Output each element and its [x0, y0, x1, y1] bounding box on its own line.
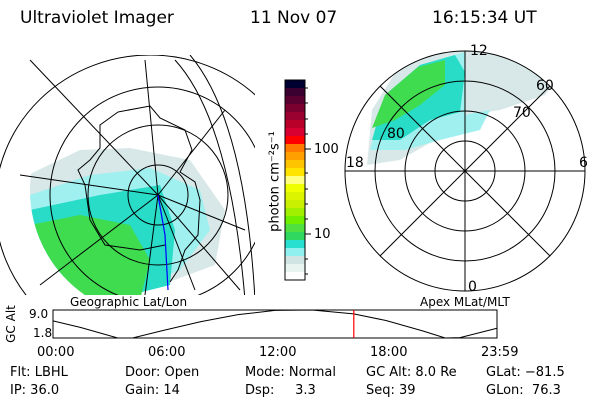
colorbar-swatch	[285, 168, 305, 177]
colorbar-swatch	[285, 240, 305, 249]
colorbar-tick-100: 100	[314, 142, 339, 157]
time-tick-3: 18:00	[370, 345, 408, 360]
time-label: 16:15:34 UT	[432, 8, 537, 28]
coastline	[77, 105, 201, 283]
colorbar-swatch	[285, 248, 305, 257]
colorbar-swatch	[285, 160, 305, 169]
time-tick-0: 00:00	[37, 345, 75, 360]
status-ip: IP: 36.0	[10, 383, 60, 398]
colorbar-swatch	[285, 256, 305, 265]
colorbar-swatch	[285, 136, 305, 145]
mlat-label-70: 70	[513, 105, 531, 121]
status-dsp: Dsp: 3.3	[245, 383, 316, 398]
altitude-line	[52, 309, 498, 339]
altitude-tick-min: 1.8	[33, 326, 53, 340]
colorbar	[284, 79, 306, 281]
colorbar-swatch	[285, 192, 305, 201]
ground-track	[157, 194, 169, 291]
colorbar-swatch	[285, 152, 305, 161]
colorbar-swatch	[285, 96, 305, 105]
mlt-label-18: 18	[346, 155, 364, 171]
left-aurora-image	[30, 148, 225, 295]
colorbar-swatch	[285, 216, 305, 225]
right-map-label: Apex MLat/MLT	[420, 295, 510, 309]
status-gain: Gain: 14	[125, 383, 180, 398]
left-map-label: Geographic Lat/Lon	[70, 295, 188, 309]
colorbar-swatch	[285, 120, 305, 129]
instrument-title: Ultraviolet Imager	[20, 8, 174, 28]
colorbar-swatch	[285, 200, 305, 209]
colorbar-swatch	[285, 104, 305, 113]
altitude-axis-label: GC Alt	[3, 305, 18, 343]
colorbar-frame	[284, 79, 306, 281]
status-glat: GLat: −81.5	[486, 365, 565, 380]
status-door: Door: Open	[125, 365, 200, 380]
mlt-label-6: 6	[579, 155, 588, 171]
status-seq: Seq: 39	[366, 383, 416, 398]
status-filter: Flt: LBHL	[10, 365, 68, 380]
colorbar-ticks	[305, 87, 311, 275]
right-aurora-image	[367, 51, 560, 165]
colorbar-swatch	[285, 144, 305, 153]
mlt-label-0: 0	[468, 279, 477, 295]
colorbar-swatch	[285, 112, 305, 121]
time-tick-4: 23:59	[481, 345, 519, 360]
status-gc-alt: GC Alt: 8.0 Re	[366, 365, 457, 380]
colorbar-swatch	[285, 264, 305, 273]
colorbar-swatch	[285, 232, 305, 241]
colorbar-swatch	[285, 208, 305, 217]
mlt-label-12: 12	[470, 43, 488, 59]
colorbar-swatch	[285, 88, 305, 97]
colorbar-swatch	[285, 128, 305, 137]
mlat-label-80: 80	[387, 126, 405, 142]
lat-lon-grid	[0, 55, 255, 295]
colorbar-swatch	[285, 80, 305, 89]
colorbar-swatch	[285, 224, 305, 233]
colorbar-tick-10: 10	[314, 227, 331, 242]
geographic-map	[0, 55, 255, 295]
status-mode: Mode: Normal	[245, 365, 336, 380]
time-tick-2: 12:00	[259, 345, 297, 360]
colorbar-swatch	[285, 272, 305, 281]
colorbar-unit-label: photon cm⁻²s⁻¹	[267, 131, 283, 232]
time-tick-1: 06:00	[148, 345, 186, 360]
status-glon: GLon: 76.3	[486, 383, 561, 398]
altitude-tick-max: 9.0	[29, 307, 49, 321]
mlat-label-60: 60	[536, 78, 554, 94]
apex-mlt-map	[344, 50, 586, 292]
mlat-grid	[344, 50, 586, 292]
colorbar-swatch	[285, 184, 305, 193]
date-label: 11 Nov 07	[250, 8, 338, 28]
colorbar-swatch	[285, 176, 305, 185]
